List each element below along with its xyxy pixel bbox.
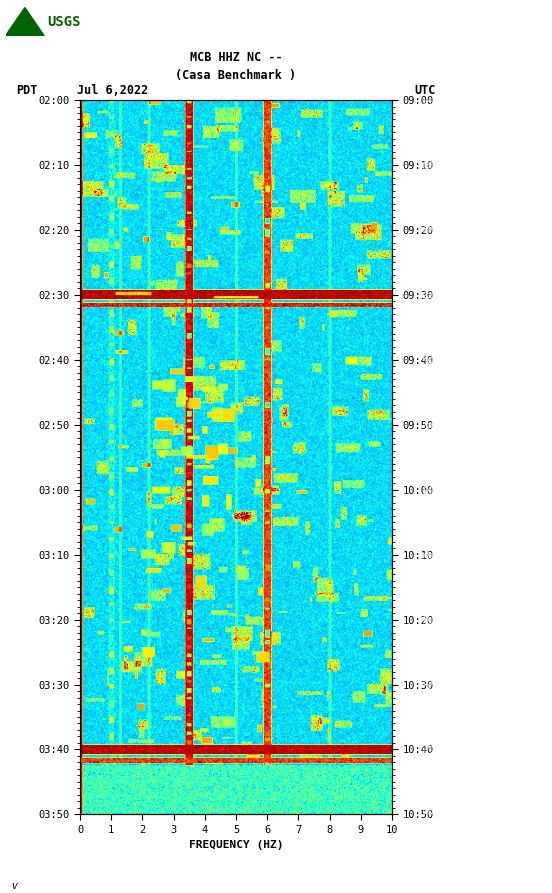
Text: $\it{v}$: $\it{v}$: [11, 880, 19, 890]
Text: PDT: PDT: [17, 84, 38, 96]
Text: (Casa Benchmark ): (Casa Benchmark ): [176, 69, 296, 81]
X-axis label: FREQUENCY (HZ): FREQUENCY (HZ): [189, 840, 283, 850]
Text: UTC: UTC: [414, 84, 436, 96]
Text: Jul 6,2022: Jul 6,2022: [77, 84, 148, 96]
Polygon shape: [6, 8, 44, 36]
Text: MCB HHZ NC --: MCB HHZ NC --: [190, 51, 282, 63]
Text: USGS: USGS: [47, 14, 81, 29]
